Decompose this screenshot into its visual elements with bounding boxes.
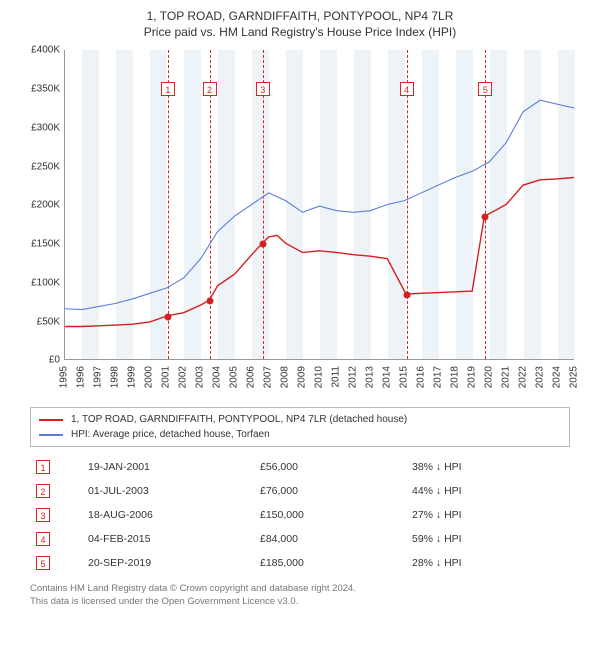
x-tick: 2007 (263, 366, 274, 388)
tx-date: 20-SEP-2019 (82, 551, 254, 575)
x-tick: 2023 (535, 366, 546, 388)
tx-delta: 44% ↓ HPI (406, 479, 570, 503)
tx-dot-2 (206, 298, 213, 305)
tx-marker-4: 4 (400, 82, 414, 96)
page-title: 1, TOP ROAD, GARNDIFFAITH, PONTYPOOL, NP… (10, 8, 590, 24)
x-tick: 2008 (280, 366, 291, 388)
legend-row-price_paid: 1, TOP ROAD, GARNDIFFAITH, PONTYPOOL, NP… (39, 412, 561, 427)
x-tick: 2017 (433, 366, 444, 388)
tx-marker-5: 5 (478, 82, 492, 96)
tx-delta: 38% ↓ HPI (406, 455, 570, 479)
x-tick: 2012 (348, 366, 359, 388)
series-price_paid (65, 178, 574, 327)
plot-area: 1 2 3 4 5 (64, 50, 574, 360)
x-tick: 2015 (399, 366, 410, 388)
x-tick: 2006 (246, 366, 257, 388)
tx-index: 2 (36, 484, 50, 498)
x-tick: 1997 (93, 366, 104, 388)
x-tick: 2014 (382, 366, 393, 388)
tx-index: 5 (36, 556, 50, 570)
tx-index: 3 (36, 508, 50, 522)
chart: £0 £50K £100K £150K £200K £250K £300K £350K £400… (20, 46, 580, 401)
legend-swatch (39, 419, 63, 421)
x-tick: 2009 (297, 366, 308, 388)
y-tick: £250K (20, 161, 60, 172)
footer-line-1: Contains HM Land Registry data © Crown c… (30, 583, 570, 596)
legend: 1, TOP ROAD, GARNDIFFAITH, PONTYPOOL, NP… (30, 407, 570, 447)
series-hpi (65, 101, 574, 310)
tx-date: 01-JUL-2003 (82, 479, 254, 503)
tx-dot-5 (482, 214, 489, 221)
y-tick: £0 (20, 355, 60, 366)
page-subtitle: Price paid vs. HM Land Registry's House … (10, 24, 590, 40)
tx-delta: 59% ↓ HPI (406, 527, 570, 551)
x-tick: 2000 (144, 366, 155, 388)
tx-price: £150,000 (254, 503, 406, 527)
tx-dot-1 (164, 313, 171, 320)
tx-price: £185,000 (254, 551, 406, 575)
x-tick: 2005 (229, 366, 240, 388)
x-tick: 2019 (467, 366, 478, 388)
table-row: 5 20-SEP-2019£185,00028% ↓ HPI (30, 551, 570, 575)
x-tick: 2021 (501, 366, 512, 388)
x-tick: 1998 (110, 366, 121, 388)
tx-marker-3: 3 (256, 82, 270, 96)
x-tick: 2010 (314, 366, 325, 388)
tx-delta: 27% ↓ HPI (406, 503, 570, 527)
x-tick: 2013 (365, 366, 376, 388)
legend-row-hpi: HPI: Average price, detached house, Torf… (39, 427, 561, 442)
x-tick: 2003 (195, 366, 206, 388)
tx-date: 19-JAN-2001 (82, 455, 254, 479)
tx-price: £76,000 (254, 479, 406, 503)
y-tick: £200K (20, 200, 60, 211)
table-row: 2 01-JUL-2003£76,00044% ↓ HPI (30, 479, 570, 503)
y-tick: £300K (20, 122, 60, 133)
x-tick: 2025 (569, 366, 580, 388)
x-tick: 1999 (127, 366, 138, 388)
y-tick: £100K (20, 277, 60, 288)
table-row: 4 04-FEB-2015£84,00059% ↓ HPI (30, 527, 570, 551)
table-row: 1 19-JAN-2001£56,00038% ↓ HPI (30, 455, 570, 479)
series-lines (65, 50, 574, 359)
tx-dot-4 (403, 292, 410, 299)
x-tick: 2018 (450, 366, 461, 388)
tx-price: £84,000 (254, 527, 406, 551)
tx-marker-2: 2 (203, 82, 217, 96)
y-tick: £50K (20, 316, 60, 327)
page: 1, TOP ROAD, GARNDIFFAITH, PONTYPOOL, NP… (0, 0, 600, 650)
footer: Contains HM Land Registry data © Crown c… (30, 583, 570, 609)
tx-index: 4 (36, 532, 50, 546)
tx-delta: 28% ↓ HPI (406, 551, 570, 575)
x-tick: 2016 (416, 366, 427, 388)
tx-date: 18-AUG-2006 (82, 503, 254, 527)
x-tick: 2024 (552, 366, 563, 388)
tx-marker-1: 1 (161, 82, 175, 96)
x-tick: 1995 (59, 366, 70, 388)
legend-swatch (39, 434, 63, 436)
table-row: 3 18-AUG-2006£150,00027% ↓ HPI (30, 503, 570, 527)
x-tick: 2020 (484, 366, 495, 388)
transaction-table: 1 19-JAN-2001£56,00038% ↓ HPI 2 01-JUL-2003… (30, 455, 570, 575)
legend-label: HPI: Average price, detached house, Torf… (71, 427, 270, 442)
x-tick: 2022 (518, 366, 529, 388)
y-tick: £400K (20, 45, 60, 56)
legend-label: 1, TOP ROAD, GARNDIFFAITH, PONTYPOOL, NP… (71, 412, 407, 427)
x-tick: 2011 (331, 366, 342, 388)
x-tick: 2001 (161, 366, 172, 388)
tx-index: 1 (36, 460, 50, 474)
x-tick: 2004 (212, 366, 223, 388)
tx-dot-3 (259, 241, 266, 248)
tx-price: £56,000 (254, 455, 406, 479)
x-tick: 1996 (76, 366, 87, 388)
y-tick: £150K (20, 239, 60, 250)
y-tick: £350K (20, 84, 60, 95)
tx-date: 04-FEB-2015 (82, 527, 254, 551)
footer-line-2: This data is licensed under the Open Gov… (30, 596, 570, 609)
x-tick: 2002 (178, 366, 189, 388)
